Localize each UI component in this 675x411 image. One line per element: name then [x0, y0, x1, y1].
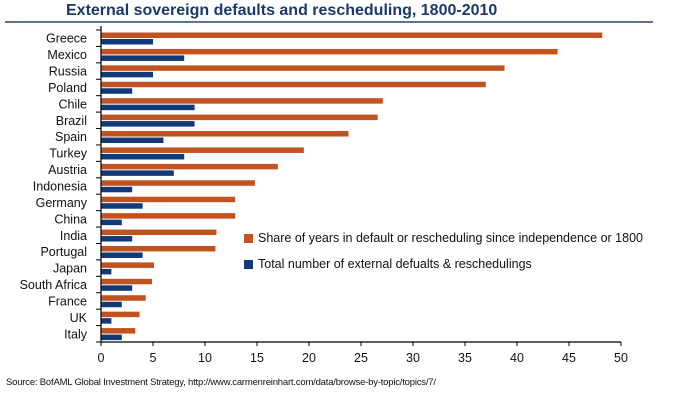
x-tick-label: 50: [614, 351, 628, 365]
legend-label-share: Share of years in default or reschedulin…: [258, 231, 643, 245]
bar-share-years: [101, 213, 236, 219]
bar-total-defaults: [101, 236, 133, 242]
x-tick-label: 10: [198, 351, 212, 365]
bar-total-defaults: [101, 170, 174, 176]
x-tick-label: 45: [562, 351, 576, 365]
legend: Share of years in default or reschedulin…: [244, 230, 664, 282]
category-label: Italy: [64, 327, 88, 341]
bar-total-defaults: [101, 153, 185, 160]
x-tick-label: 40: [510, 351, 524, 365]
x-tick-label: 35: [458, 351, 472, 365]
legend-swatch-share: [244, 234, 253, 243]
bar-total-defaults: [101, 137, 164, 144]
category-label: Russia: [49, 65, 87, 79]
category-label: Chile: [59, 97, 88, 111]
bar-total-defaults: [101, 121, 195, 127]
bar-share-years: [101, 81, 486, 88]
category-label: Greece: [46, 32, 87, 46]
source-note: Source: BofAML Global Investment Strateg…: [6, 377, 436, 388]
bar-total-defaults: [101, 252, 143, 258]
bar-share-years: [101, 196, 236, 203]
category-label: Turkey: [49, 147, 87, 161]
x-tick-label: 15: [250, 351, 264, 365]
x-tick-label: 0: [98, 351, 105, 365]
bar-share-years: [101, 163, 278, 170]
category-labels: Greece Mexico Russia Poland Chile Brazil Spain…: [20, 32, 88, 342]
bar-total-defaults: [101, 301, 122, 308]
category-label: Germany: [36, 196, 88, 210]
bar-total-defaults: [101, 55, 185, 61]
bar-share-years: [101, 262, 155, 268]
bar-share-years: [101, 98, 383, 104]
bar-share-years: [101, 65, 505, 71]
bar-total-defaults: [101, 186, 133, 193]
chart-title: External sovereign defaults and reschedu…: [66, 2, 498, 19]
bar-share-years: [101, 48, 558, 55]
bar-total-defaults: [101, 219, 122, 226]
bar-share-years: [101, 131, 349, 137]
category-label: Austria: [48, 163, 87, 177]
category-label: Mexico: [47, 48, 87, 62]
bar-share-years: [101, 32, 603, 38]
category-label: France: [48, 294, 87, 308]
bar-total-defaults: [101, 71, 153, 78]
bar-total-defaults: [101, 334, 122, 341]
x-tick-label: 5: [150, 351, 157, 365]
legend-item-count: Total number of external defualts & resc…: [244, 256, 664, 273]
bar-share-years: [101, 328, 136, 334]
category-label: India: [60, 229, 87, 243]
bar-share-years: [101, 180, 255, 186]
axes-group: 0 5 10 15 20 25 30 35 40 45 50: [96, 26, 628, 365]
category-label: UK: [70, 311, 88, 325]
bar-share-years: [101, 295, 146, 301]
bar-share-years: [101, 114, 378, 121]
bars-group: [101, 32, 603, 341]
bar-total-defaults: [101, 88, 133, 94]
bar-total-defaults: [101, 104, 195, 111]
title-underline: [5, 21, 653, 23]
bar-share-years: [101, 311, 140, 318]
legend-item-share: Share of years in default or reschedulin…: [244, 230, 664, 247]
bar-total-defaults: [101, 285, 133, 291]
bar-total-defaults: [101, 203, 143, 209]
category-label: Japan: [53, 262, 87, 276]
bar-total-defaults: [101, 318, 112, 324]
bar-total-defaults: [101, 39, 153, 45]
bar-share-years: [101, 147, 304, 153]
category-label: Indonesia: [33, 180, 87, 194]
bar-total-defaults: [101, 268, 112, 275]
category-label: China: [54, 212, 87, 226]
x-tick-label: 30: [406, 351, 420, 365]
category-label: Spain: [55, 130, 87, 144]
category-label: Poland: [48, 81, 87, 95]
legend-swatch-count: [244, 260, 253, 269]
x-tick-label: 25: [354, 351, 368, 365]
category-label: Portugal: [40, 245, 87, 259]
x-tick-label: 20: [302, 351, 316, 365]
bar-share-years: [101, 278, 152, 285]
category-label: South Africa: [20, 278, 87, 292]
legend-label-count: Total number of external defualts & resc…: [258, 257, 532, 271]
category-label: Brazil: [56, 114, 87, 128]
bar-share-years: [101, 229, 217, 236]
bar-share-years: [101, 245, 216, 252]
